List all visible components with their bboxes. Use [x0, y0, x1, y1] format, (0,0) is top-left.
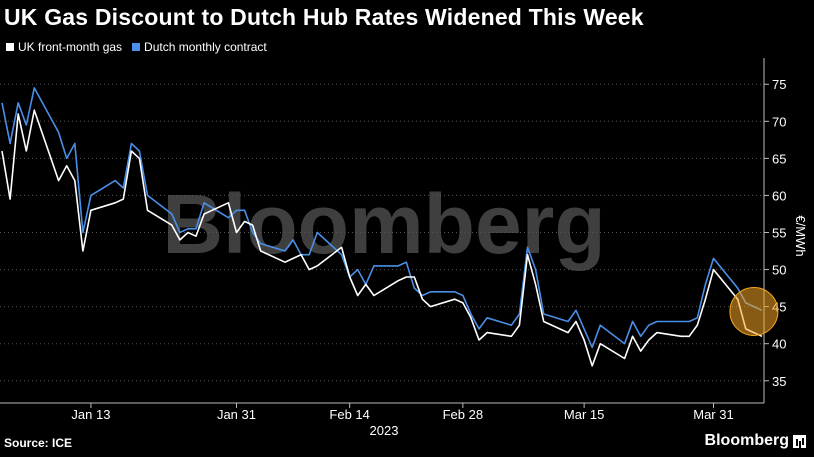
x-year-label: 2023 — [370, 423, 399, 438]
x-tick-label-0: Jan 13 — [71, 407, 110, 422]
brand-name: Bloomberg — [704, 432, 789, 449]
legend-swatch-dutch — [132, 43, 141, 51]
y-tick-label-75: 75 — [772, 77, 786, 92]
y-tick-label-70: 70 — [772, 114, 786, 129]
series-lines — [1, 87, 763, 367]
bar-chart-icon — [793, 434, 806, 448]
series-line-dutch — [1, 87, 763, 349]
legend-label-uk: UK front-month gas — [18, 40, 123, 54]
x-tick-label-1: Jan 31 — [217, 407, 256, 422]
y-tick-label-50: 50 — [772, 263, 786, 278]
legend-label-dutch: Dutch monthly contract — [144, 40, 267, 54]
y-tick-label-60: 60 — [772, 188, 786, 203]
y-tick-label-65: 65 — [772, 151, 786, 166]
x-tick-label-2: Feb 14 — [329, 407, 369, 422]
y-tick-label-40: 40 — [772, 337, 786, 352]
source-note: Source: ICE — [4, 436, 73, 450]
y-axis-label: €/MWh — [793, 215, 808, 256]
legend-item-dutch: Dutch monthly contract — [132, 40, 267, 54]
legend-item-uk: UK front-month gas — [6, 40, 122, 54]
x-tick-label-4: Mar 15 — [564, 407, 604, 422]
chart-title: UK Gas Discount to Dutch Hub Rates Widen… — [4, 4, 644, 30]
y-tick-label-55: 55 — [772, 226, 786, 241]
x-axis: Jan 13 Jan 31 Feb 14 Feb 28 Mar 15 Mar 31 — [0, 402, 764, 422]
legend-swatch-uk — [6, 43, 14, 51]
x-tick-label-3: Feb 28 — [443, 407, 483, 422]
bloomberg-watermark: Bloomberg — [162, 177, 605, 271]
y-tick-label-35: 35 — [772, 374, 786, 389]
x-tick-label-5: Mar 31 — [693, 407, 733, 422]
annotations — [729, 286, 779, 336]
legend: UK front-month gas Dutch monthly contrac… — [6, 40, 267, 54]
highlight-circle-0 — [729, 286, 779, 336]
brand-logo: Bloomberg — [705, 432, 806, 450]
series-line-uk — [1, 109, 763, 367]
